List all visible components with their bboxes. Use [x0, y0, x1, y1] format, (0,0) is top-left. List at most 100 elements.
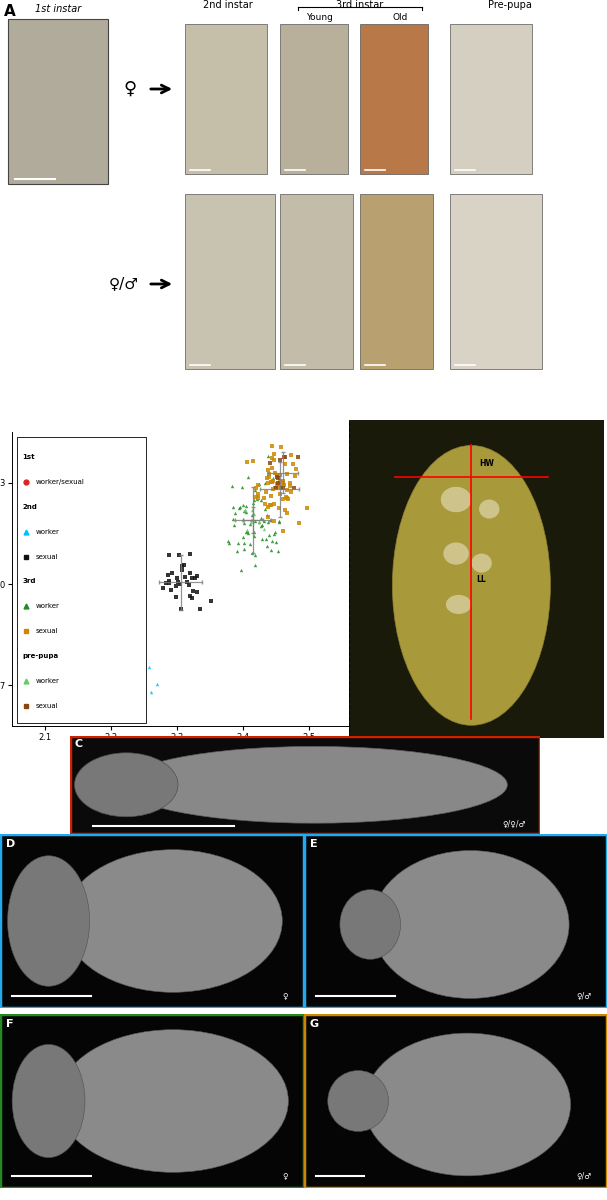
Text: worker: worker — [35, 529, 59, 535]
Point — [239, 496, 248, 515]
Point — [47, 689, 56, 708]
Text: F: F — [6, 1019, 13, 1030]
Point — [277, 478, 287, 497]
Point — [273, 468, 282, 487]
Point — [56, 709, 66, 728]
Point — [177, 557, 187, 576]
Ellipse shape — [472, 553, 492, 572]
Point — [260, 494, 270, 514]
Point — [291, 460, 300, 479]
Point — [180, 568, 190, 587]
Point — [56, 695, 66, 714]
Point — [171, 577, 181, 596]
Point — [256, 516, 265, 535]
Ellipse shape — [64, 850, 282, 992]
Point — [48, 700, 58, 719]
Point — [289, 478, 299, 497]
Point — [144, 658, 154, 677]
Point — [272, 466, 282, 485]
Point — [107, 661, 117, 680]
Point — [58, 697, 67, 716]
Point — [49, 706, 59, 725]
Point — [59, 701, 69, 720]
Point — [249, 504, 259, 523]
Text: E: E — [310, 839, 317, 850]
Point — [121, 660, 131, 679]
Point — [246, 500, 256, 520]
Text: A: A — [4, 4, 16, 19]
Point — [51, 704, 61, 724]
Point — [23, 703, 33, 722]
Point — [109, 662, 119, 682]
Point — [249, 527, 259, 546]
Point — [254, 512, 263, 532]
Point — [228, 510, 238, 529]
Text: sexual: sexual — [35, 628, 58, 634]
Text: sexual: sexual — [35, 553, 58, 559]
Point — [130, 660, 140, 679]
Text: worker: worker — [35, 604, 59, 610]
Point — [33, 698, 43, 718]
Point — [37, 696, 47, 715]
Point — [257, 529, 266, 548]
Point — [259, 520, 269, 539]
Point — [116, 655, 126, 674]
Point — [276, 450, 285, 469]
Point — [134, 662, 144, 682]
Point — [65, 701, 75, 720]
Point — [195, 600, 205, 619]
Point — [285, 474, 294, 493]
Point — [168, 564, 177, 583]
Text: ♀/♂: ♀/♂ — [577, 992, 592, 1001]
Point — [33, 696, 42, 715]
Point — [128, 653, 138, 672]
Ellipse shape — [441, 487, 472, 512]
Text: 1st: 1st — [22, 455, 35, 461]
Point — [40, 689, 50, 708]
Point — [129, 648, 138, 667]
Text: 2nd instar: 2nd instar — [203, 0, 253, 10]
Point — [245, 534, 255, 553]
Point — [158, 578, 168, 598]
Point — [24, 703, 34, 722]
Point — [41, 697, 51, 716]
Point — [104, 666, 114, 685]
Point — [134, 678, 143, 697]
Text: Pre-pupa: Pre-pupa — [488, 0, 532, 10]
Point — [123, 661, 133, 680]
Point — [249, 522, 259, 541]
Point — [261, 529, 271, 548]
Text: ♀: ♀ — [123, 80, 137, 98]
Point — [257, 509, 266, 528]
Point — [270, 524, 279, 544]
Point — [130, 677, 140, 696]
Point — [41, 695, 50, 714]
Point — [186, 586, 195, 605]
Point — [278, 474, 288, 493]
Text: Young: Young — [307, 13, 333, 22]
Point — [41, 691, 50, 710]
Point — [174, 545, 183, 564]
Point — [125, 655, 135, 674]
Point — [48, 696, 58, 715]
Point — [44, 709, 54, 728]
Point — [245, 515, 255, 534]
Ellipse shape — [328, 1070, 388, 1132]
Point — [192, 582, 202, 601]
Point — [56, 696, 66, 715]
Point — [43, 695, 53, 714]
Point — [27, 700, 36, 719]
Point — [242, 522, 252, 541]
Point — [269, 445, 279, 464]
Point — [228, 476, 237, 496]
Point — [264, 464, 274, 484]
Point — [268, 468, 277, 487]
Point — [265, 496, 274, 515]
Point — [48, 691, 58, 710]
Point — [118, 677, 128, 696]
Point — [46, 684, 56, 703]
Point — [236, 560, 245, 580]
Point — [192, 566, 202, 586]
Point — [32, 684, 42, 703]
Point — [112, 666, 121, 685]
